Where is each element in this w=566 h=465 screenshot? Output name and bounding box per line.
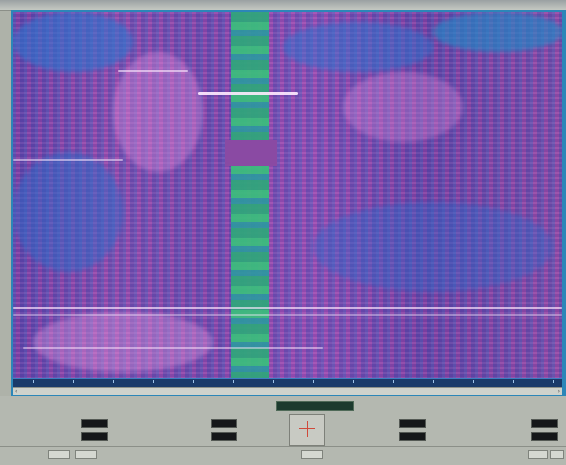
crosshair-icon (307, 421, 308, 437)
center-field1-input[interactable] (211, 419, 237, 428)
noise-patch (343, 72, 463, 142)
axis-tick (33, 380, 34, 383)
signal-streak (23, 347, 323, 349)
chevron-right-icon[interactable]: › (557, 388, 560, 395)
signal-streak (13, 314, 562, 316)
noise-patch (13, 152, 123, 272)
axis-tick (153, 380, 154, 383)
noise-patch (433, 12, 562, 52)
signal-streak (198, 92, 298, 95)
panel-divider (0, 446, 566, 447)
axis-tick (73, 380, 74, 383)
left-field1-input[interactable] (81, 419, 108, 428)
chevron-left-icon[interactable]: ‹ (15, 388, 18, 395)
crosshair-plot[interactable] (289, 414, 325, 446)
signal-streak (118, 70, 188, 72)
bottom-button-5[interactable] (550, 450, 564, 459)
noise-patch (283, 22, 433, 72)
axis-tick (113, 380, 114, 383)
bottom-button-1[interactable] (48, 450, 70, 459)
right-field4-input[interactable] (531, 432, 558, 441)
status-readout (276, 401, 354, 411)
noise-patch (33, 312, 213, 372)
horizontal-scrollbar[interactable]: ‹ › (13, 387, 562, 395)
axis-tick (193, 380, 194, 383)
left-field2-input[interactable] (81, 432, 108, 441)
axis-tick (233, 380, 234, 383)
axis-tick (393, 380, 394, 383)
noise-patch (313, 202, 553, 292)
right-field2-input[interactable] (399, 432, 426, 441)
bottom-button-2[interactable] (75, 450, 97, 459)
right-field1-input[interactable] (399, 419, 426, 428)
axis-tick (433, 380, 434, 383)
right-field3-input[interactable] (531, 419, 558, 428)
noise-patch (113, 52, 203, 172)
time-axis (13, 378, 562, 387)
bottom-button-3[interactable] (301, 450, 323, 459)
signal-band (231, 12, 269, 378)
axis-tick (553, 380, 554, 383)
center-field2-input[interactable] (211, 432, 237, 441)
spectrogram-display[interactable] (13, 12, 562, 378)
signal-streak (13, 159, 123, 161)
signal-streak (13, 307, 562, 309)
noise-patch (13, 12, 133, 72)
axis-tick (313, 380, 314, 383)
axis-tick (473, 380, 474, 383)
bottom-button-4[interactable] (528, 450, 548, 459)
axis-tick (353, 380, 354, 383)
axis-tick (273, 380, 274, 383)
signal-gap (225, 140, 277, 166)
axis-tick (513, 380, 514, 383)
